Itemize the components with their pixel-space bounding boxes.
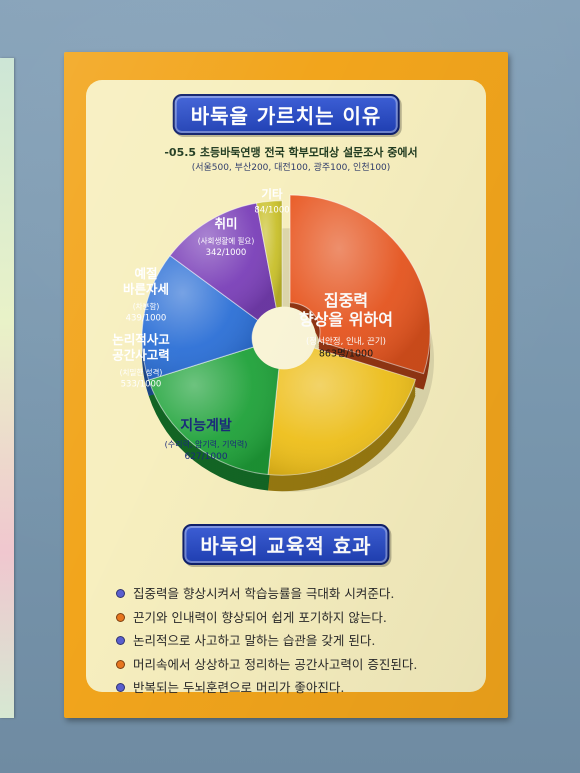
slice-label: 기타 84/1000 (254, 187, 289, 216)
benefit-item: 집중력을 향상시켜서 학습능률을 극대화 시켜준다. (116, 582, 476, 606)
slice-value-label: 439/1000 (126, 314, 167, 324)
bullet-dot-icon (116, 636, 125, 646)
slice-label: 취미 (사회생활에 필요) 342/1000 (198, 216, 255, 258)
pie-slice-gloss (170, 203, 277, 321)
benefit-item: 머리속에서 상상하고 정리하는 공간사고력이 증진된다. (116, 653, 476, 677)
pie-slice-gloss (290, 195, 431, 374)
slice-name-line: 취미 (214, 216, 237, 231)
pie-slice-gloss (268, 346, 416, 476)
slice-value-label: 533/1000 (121, 380, 162, 390)
slice-value-label: 627/1000 (184, 452, 227, 462)
benefit-item: 논리적으로 사고하고 말하는 습관을 갖게 된다. (116, 629, 476, 653)
slice-label: 지능계발 (수리력, 암기력, 기억력) 627/1000 (165, 417, 248, 462)
chart-center-hole (252, 306, 316, 370)
bullet-dot-icon (116, 683, 125, 693)
benefit-item: 반복되는 두뇌훈련으로 머리가 좋아진다. (116, 676, 476, 700)
bullet-dot-icon (116, 659, 125, 669)
slice-value-label: 863명/1000 (319, 349, 373, 360)
slice-name-line: 바른자세 (123, 282, 169, 297)
benefit-text: 머리속에서 상상하고 정리하는 공간사고력이 증진된다. (133, 656, 418, 672)
benefit-list: 집중력을 향상시켜서 학습능률을 극대화 시켜준다. 끈기와 인내력이 향상되어 … (116, 582, 476, 700)
benefit-text: 집중력을 향상시켜서 학습능률을 극대화 시켜준다. (133, 586, 395, 601)
slice-name-line: 기타 (261, 187, 283, 201)
slice-name-line: 집중력 (324, 291, 368, 310)
slice-value-label: 84/1000 (254, 206, 289, 216)
benefit-text: 반복되는 두뇌훈련으로 머리가 좋아진다. (133, 680, 345, 695)
adjacent-poster-edge (0, 58, 14, 718)
pie-slice-gloss (142, 255, 259, 380)
slice-name-line: 향상을 위하여 (299, 310, 393, 329)
slice-value-label: 342/1000 (206, 248, 247, 258)
section-title: 바둑의 교육적 효과 (182, 524, 390, 565)
slice-subtext: (차분함) (133, 302, 160, 311)
slice-subtext: (사회생활에 필요) (198, 236, 255, 246)
survey-sample: (서울500, 부산200, 대전100, 광주100, 인천100) (191, 163, 391, 173)
slice-name-line: 예절 (134, 266, 157, 281)
benefit-text: 논리적으로 사고하고 말하는 습관을 갖게 된다. (133, 633, 376, 648)
slice-name-line: 지능계발 (180, 417, 232, 434)
survey-source: -05.5 초등바둑연맹 전국 학부모대상 설문조사 중에서 (164, 146, 418, 159)
slice-name-line: 공간사고력 (112, 348, 170, 363)
poster-title: 바둑을 가르치는 이유 (172, 94, 400, 135)
bullet-dot-icon (116, 612, 125, 622)
poster-panel: 바둑을 가르치는 이유 -05.5 초등바둑연맹 전국 학부모대상 설문조사 중… (86, 80, 486, 695)
benefit-item: 끈기와 인내력이 향상되어 쉽게 포기하지 않는다. (116, 606, 476, 630)
slice-subtext: (수리력, 암기력, 기억력) (165, 439, 248, 449)
slice-subtext: (치밀한 성격) (120, 367, 163, 377)
slice-name-line: 논리적사고 (112, 332, 170, 347)
bullet-dot-icon (116, 589, 125, 599)
slice-subtext: (정서안정, 인내, 끈기) (306, 336, 386, 347)
pie-slice-gloss (148, 346, 280, 475)
benefit-text: 끈기와 인내력이 향상되어 쉽게 포기하지 않는다. (133, 609, 387, 625)
poster: 바둑을 가르치는 이유 -05.5 초등바둑연맹 전국 학부모대상 설문조사 중… (64, 52, 508, 718)
pie-slice-gloss (256, 200, 282, 310)
